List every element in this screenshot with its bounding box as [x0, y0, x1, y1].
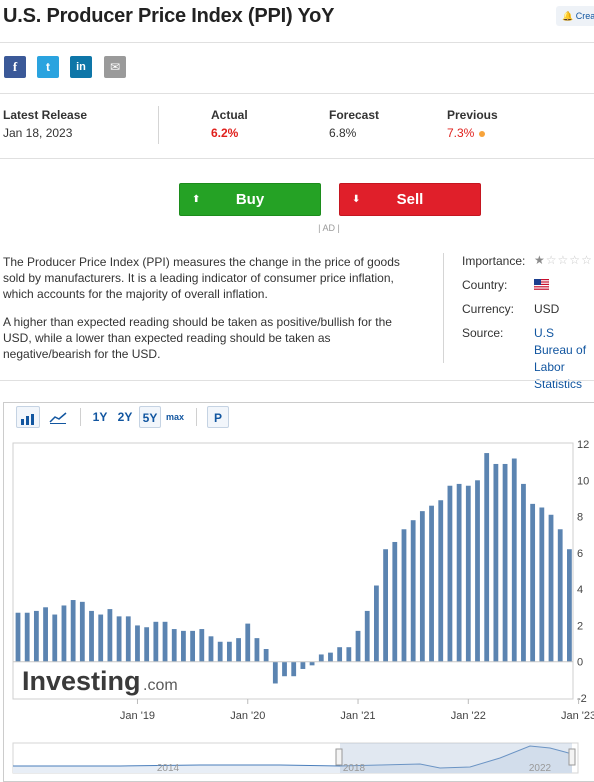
currency-label: Currency:	[462, 302, 515, 316]
forecast-label: Forecast	[329, 108, 380, 122]
twitter-share-button[interactable]: t	[37, 56, 59, 78]
previous-label: Previous	[447, 108, 498, 122]
facebook-icon: f	[12, 59, 18, 74]
release-summary: Latest Release Jan 18, 2023 Actual 6.2% …	[0, 100, 594, 152]
buy-button[interactable]: ⬆ Buy	[179, 183, 321, 216]
source-link[interactable]: U.S Bureau of Labor Statistics	[534, 325, 594, 393]
forecast: Forecast 6.8%	[329, 108, 379, 140]
twitter-icon: t	[46, 60, 50, 74]
info-divider	[443, 253, 444, 363]
create-alert-label: Create Alert	[575, 11, 594, 21]
toolbar-divider	[196, 408, 197, 426]
event-description: The Producer Price Index (PPI) measures …	[3, 254, 413, 374]
email-share-button[interactable]: ✉	[104, 56, 126, 78]
source-label: Source:	[462, 326, 504, 340]
release-top-divider	[0, 93, 594, 94]
create-alert-button[interactable]: 🔔 Create Alert	[556, 6, 594, 26]
sell-button[interactable]: ⬇ Sell	[339, 183, 481, 216]
range-5y-button[interactable]: 5Y	[139, 406, 161, 428]
range-2y-button[interactable]: 2Y	[117, 410, 133, 424]
description-paragraph: The Producer Price Index (PPI) measures …	[3, 255, 400, 301]
previous-row: 7.3%	[447, 126, 498, 140]
email-icon: ✉	[109, 60, 121, 74]
star-empty-icon: ☆	[557, 253, 570, 267]
linkedin-share-button[interactable]: in	[70, 56, 92, 78]
bar-chart-button[interactable]	[16, 406, 40, 428]
bar-chart-icon	[21, 413, 34, 425]
star-empty-icon: ☆	[569, 253, 582, 267]
country-label: Country:	[462, 278, 508, 292]
facebook-share-button[interactable]: f	[4, 56, 26, 78]
range-max-button[interactable]: max	[165, 412, 184, 422]
latest-release-label: Latest Release	[3, 108, 88, 122]
line-chart-button[interactable]	[46, 406, 70, 428]
p-button[interactable]: P	[207, 406, 229, 428]
page-title: U.S. Producer Price Index (PPI) YoY	[3, 5, 335, 27]
star-filled-icon: ★	[534, 253, 546, 267]
linkedin-icon: in	[76, 61, 86, 73]
arrow-up-icon: ⬆	[192, 194, 201, 205]
star-empty-icon: ☆	[545, 253, 558, 267]
previous: Previous 7.3%	[447, 108, 498, 140]
header-divider	[0, 42, 594, 43]
toolbar-divider	[80, 408, 81, 426]
source-link-text: U.S Bureau of Labor Statistics	[534, 326, 587, 391]
us-flag-icon	[534, 279, 549, 290]
arrow-down-icon: ⬇	[352, 194, 361, 205]
revision-dot-icon	[479, 130, 486, 137]
star-empty-icon: ☆	[581, 253, 593, 267]
actual-label: Actual	[211, 108, 248, 122]
ad-label: | AD |	[318, 223, 340, 233]
chart-top-divider	[0, 380, 594, 381]
previous-value: 7.3%	[447, 126, 475, 140]
bell-icon: 🔔	[562, 11, 574, 21]
sell-label: Sell	[396, 191, 424, 208]
range-1y-button[interactable]: 1Y	[92, 410, 108, 424]
star-rating-icon: ★☆☆☆☆	[534, 253, 593, 267]
description-paragraph: A higher than expected reading should be…	[3, 315, 392, 361]
release-column-divider	[158, 106, 159, 144]
chart-container	[3, 402, 594, 782]
importance-label: Importance:	[462, 254, 526, 268]
latest-release-date: Jan 18, 2023	[3, 126, 73, 140]
forecast-value: 6.8%	[329, 126, 357, 140]
release-bottom-divider	[0, 158, 594, 159]
currency-value: USD	[534, 302, 560, 316]
actual: Actual 6.2%	[211, 108, 248, 140]
actual-value: 6.2%	[211, 126, 239, 140]
importance-rating: ★☆☆☆☆	[534, 253, 593, 267]
line-chart-icon	[49, 412, 67, 424]
latest-release: Latest Release Jan 18, 2023	[3, 108, 87, 140]
buy-label: Buy	[235, 191, 265, 208]
